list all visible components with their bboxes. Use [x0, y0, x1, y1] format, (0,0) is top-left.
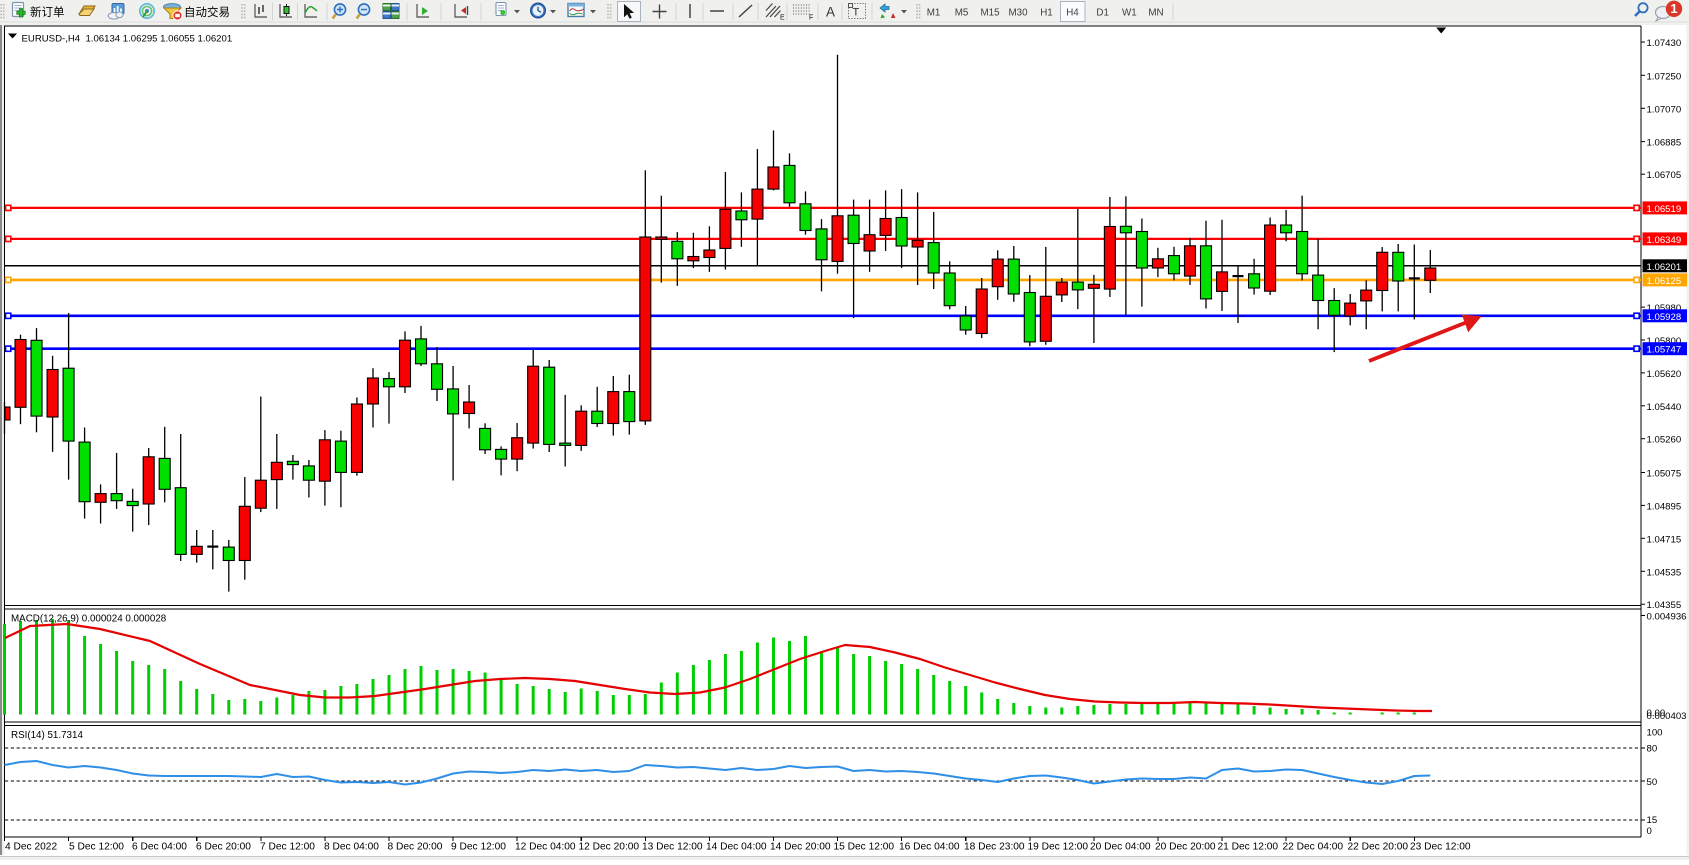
svg-text:1.05620: 1.05620: [1647, 369, 1682, 380]
svg-text:1.06705: 1.06705: [1647, 170, 1682, 181]
svg-text:0.004936: 0.004936: [1647, 612, 1687, 623]
svg-text:1: 1: [1670, 1, 1677, 16]
svg-text:19 Dec 12:00: 19 Dec 12:00: [1028, 842, 1089, 853]
svg-text:1.06201: 1.06201: [1647, 262, 1682, 273]
svg-text:1.07430: 1.07430: [1647, 38, 1682, 49]
svg-text:1.04715: 1.04715: [1647, 534, 1682, 545]
svg-text:1.04895: 1.04895: [1647, 501, 1682, 512]
svg-text:MN: MN: [1148, 8, 1163, 19]
svg-text:M5: M5: [955, 8, 969, 19]
svg-text:8 Dec 20:00: 8 Dec 20:00: [388, 842, 443, 853]
svg-text:1.06125: 1.06125: [1647, 276, 1682, 287]
svg-text:12 Dec 04:00: 12 Dec 04:00: [515, 842, 576, 853]
svg-text:4 Dec 2022: 4 Dec 2022: [5, 842, 57, 853]
svg-text:MACD(12,26,9) 0.000024 0.00002: MACD(12,26,9) 0.000024 0.000028: [11, 614, 167, 625]
svg-text:E: E: [780, 15, 785, 22]
svg-text:F: F: [809, 15, 813, 22]
svg-text:1.07250: 1.07250: [1647, 71, 1682, 82]
svg-text:新订单: 新订单: [30, 5, 65, 19]
svg-text:14 Dec 20:00: 14 Dec 20:00: [770, 842, 831, 853]
svg-text:50: 50: [1647, 777, 1658, 788]
svg-text:0: 0: [1647, 826, 1652, 837]
svg-text:15 Dec 12:00: 15 Dec 12:00: [834, 842, 895, 853]
svg-text:22 Dec 20:00: 22 Dec 20:00: [1348, 842, 1409, 853]
svg-text:RSI(14) 51.7314: RSI(14) 51.7314: [11, 730, 83, 741]
svg-text:D1: D1: [1096, 8, 1109, 19]
svg-text:1.06349: 1.06349: [1647, 235, 1682, 246]
svg-text:0.00: 0.00: [1647, 708, 1666, 719]
svg-text:1.05440: 1.05440: [1647, 402, 1682, 413]
svg-text:1.05075: 1.05075: [1647, 469, 1682, 480]
svg-text:M1: M1: [927, 8, 941, 19]
svg-text:18 Dec 23:00: 18 Dec 23:00: [964, 842, 1025, 853]
svg-text:5 Dec 12:00: 5 Dec 12:00: [69, 842, 124, 853]
svg-text:H1: H1: [1040, 8, 1053, 19]
svg-text:20 Dec 20:00: 20 Dec 20:00: [1155, 842, 1216, 853]
svg-text:8 Dec 04:00: 8 Dec 04:00: [324, 842, 379, 853]
svg-text:1.05747: 1.05747: [1647, 345, 1682, 356]
svg-text:1.04535: 1.04535: [1647, 567, 1682, 578]
svg-text:9 Dec 12:00: 9 Dec 12:00: [451, 842, 506, 853]
svg-text:自动交易: 自动交易: [184, 5, 230, 19]
svg-text:23 Dec 12:00: 23 Dec 12:00: [1410, 842, 1471, 853]
svg-text:1.06519: 1.06519: [1647, 204, 1682, 215]
svg-text:16 Dec 04:00: 16 Dec 04:00: [899, 842, 960, 853]
svg-text:15: 15: [1647, 815, 1658, 826]
svg-text:22 Dec 04:00: 22 Dec 04:00: [1283, 842, 1344, 853]
svg-text:6 Dec 20:00: 6 Dec 20:00: [196, 842, 251, 853]
svg-text:21 Dec 12:00: 21 Dec 12:00: [1218, 842, 1279, 853]
svg-text:1.05928: 1.05928: [1647, 312, 1682, 323]
svg-text:EURUSD-,H4 1.06134 1.06295 1.: EURUSD-,H4 1.06134 1.06295 1.06055 1.062…: [22, 34, 233, 45]
svg-text:100: 100: [1647, 728, 1663, 739]
svg-text:W1: W1: [1122, 8, 1137, 19]
svg-text:M15: M15: [980, 8, 1000, 19]
svg-text:T: T: [853, 7, 860, 19]
svg-text:1.04355: 1.04355: [1647, 600, 1682, 611]
svg-text:1.07070: 1.07070: [1647, 104, 1682, 115]
svg-text:80: 80: [1647, 744, 1658, 755]
svg-text:14 Dec 04:00: 14 Dec 04:00: [706, 842, 767, 853]
svg-text:13 Dec 12:00: 13 Dec 12:00: [642, 842, 703, 853]
svg-text:M30: M30: [1008, 8, 1028, 19]
svg-text:20 Dec 04:00: 20 Dec 04:00: [1090, 842, 1151, 853]
svg-text:H4: H4: [1066, 8, 1079, 19]
svg-text:7 Dec 12:00: 7 Dec 12:00: [260, 842, 315, 853]
svg-text:A: A: [826, 5, 835, 20]
svg-text:12 Dec 20:00: 12 Dec 20:00: [579, 842, 640, 853]
svg-text:1.05260: 1.05260: [1647, 435, 1682, 446]
svg-text:6 Dec 04:00: 6 Dec 04:00: [132, 842, 187, 853]
svg-text:1.06885: 1.06885: [1647, 138, 1682, 149]
